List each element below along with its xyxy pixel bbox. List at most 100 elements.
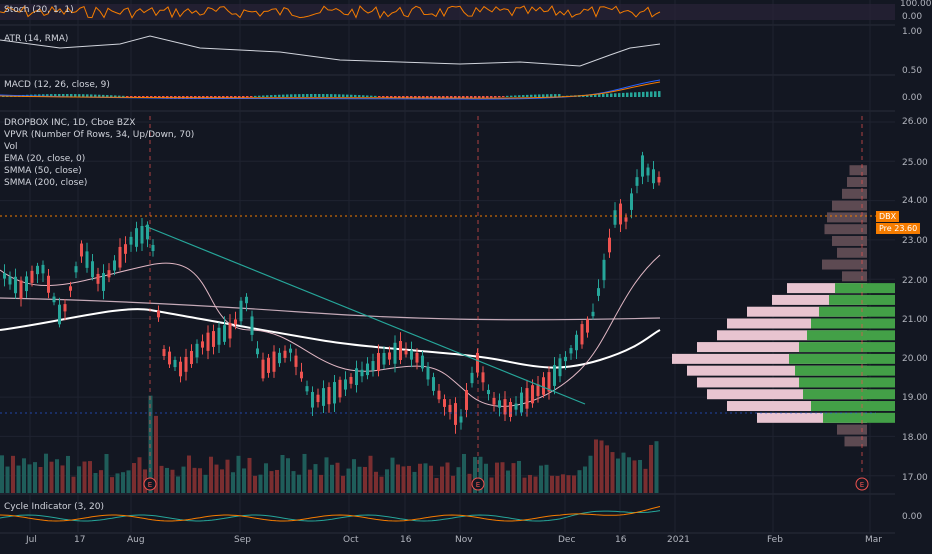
macd-bar (246, 96, 249, 98)
macd-bar (650, 91, 653, 97)
macd-bar (374, 95, 377, 97)
candle-body (162, 349, 166, 356)
macd-bar (634, 92, 637, 97)
volume-bar (258, 474, 263, 493)
volume-bar (500, 462, 505, 493)
macd-bar (470, 96, 473, 99)
volume-bar (110, 477, 114, 493)
macd-bar (346, 94, 349, 97)
study-vol[interactable]: Vol (4, 142, 18, 152)
vpvr-row (842, 188, 867, 199)
macd-bar (586, 94, 589, 97)
volume-bar (16, 465, 21, 493)
main-title[interactable]: DROPBOX INC, 1D, Cboe BZX (4, 118, 136, 128)
volume-bar (291, 471, 296, 493)
vpvr-row (827, 212, 867, 223)
volume-bar (621, 452, 626, 493)
volume-bar (445, 462, 450, 493)
stoch-label[interactable]: Stoch (20, 1, 1) (4, 5, 74, 15)
volume-bar (209, 456, 213, 493)
volume-bar (104, 454, 109, 493)
macd-bar (550, 94, 553, 97)
vpvr-row-down (707, 389, 867, 400)
vpvr-row-down (747, 306, 867, 317)
volume-bar (214, 464, 219, 493)
volume-bar (489, 477, 494, 493)
volume-bar (44, 453, 48, 493)
candle-body (580, 324, 584, 345)
candle-body (179, 361, 182, 377)
candle-body (459, 416, 463, 423)
stoch-band (0, 4, 895, 20)
macd-bar (486, 96, 489, 98)
candle-body (547, 372, 551, 392)
candle-body (652, 169, 655, 184)
study-ema[interactable]: EMA (20, close, 0) (4, 154, 86, 164)
earnings-marker-label: E (148, 481, 152, 489)
volume-bar (242, 468, 246, 493)
candle-body (129, 236, 133, 245)
volume-bar (71, 476, 76, 493)
volume-bar (220, 469, 224, 493)
study-smma200[interactable]: SMMA (200, close) (4, 178, 88, 188)
candle-body (41, 264, 45, 274)
candle-body (619, 203, 622, 225)
candle-body (245, 296, 248, 304)
cycle-label[interactable]: Cycle Indicator (3, 20) (4, 502, 105, 512)
macd-bar (510, 95, 513, 97)
macd-bar (382, 96, 385, 98)
volume-bar (385, 469, 389, 493)
macd-bar (266, 95, 269, 97)
candle-body (448, 404, 452, 413)
study-smma50[interactable]: SMMA (50, close) (4, 166, 82, 176)
volume-bar (192, 467, 197, 493)
volume-bar (297, 474, 301, 493)
macd-label[interactable]: MACD (12, 26, close, 9) (4, 80, 110, 90)
volume-bar (346, 468, 351, 493)
vpvr-row-up (789, 353, 895, 364)
vpvr-row-down (727, 318, 867, 329)
vpvr-row-up (799, 342, 895, 353)
macd-bar (66, 94, 69, 97)
macd-bar (538, 94, 541, 97)
volume-bar (616, 458, 620, 493)
macd-bar (614, 93, 617, 97)
candle-body (190, 350, 193, 365)
candle-body (151, 244, 155, 252)
macd-bar (370, 95, 373, 97)
candle-body (355, 368, 358, 386)
vpvr-row-down (787, 283, 867, 294)
candle-body (531, 385, 534, 404)
pre-value: 23.60 (894, 224, 918, 233)
candle-body (421, 355, 424, 369)
macd-bar (458, 96, 461, 99)
earnings-marker-label: E (476, 481, 480, 489)
vpvr-row-up (811, 318, 895, 329)
candle-body (107, 270, 111, 278)
candle-body (437, 390, 441, 400)
candle-body (146, 224, 149, 240)
macd-bar (322, 94, 325, 97)
x-label-oct: Oct (343, 535, 359, 545)
macd-bar (490, 96, 493, 98)
macd-bar (402, 96, 405, 99)
volume-bar (423, 463, 428, 493)
volume-bar (396, 464, 400, 493)
macd-bar (622, 92, 625, 97)
candle-body (399, 341, 402, 360)
volume-bar (49, 461, 54, 493)
volume-bar (390, 457, 395, 493)
candle-body (173, 359, 177, 368)
volume-bar (407, 465, 411, 493)
macd-bar (254, 95, 257, 97)
volume-bar (451, 475, 455, 493)
atr-label[interactable]: ATR (14, RMA) (4, 34, 69, 44)
candle-body (558, 358, 562, 377)
trendline (144, 225, 586, 405)
candle-body (333, 382, 336, 404)
vpvr-row-down (697, 377, 867, 388)
macd-bar (138, 96, 141, 98)
study-vpvr[interactable]: VPVR (Number Of Rows, 34, Up/Down, 70) (4, 130, 195, 140)
